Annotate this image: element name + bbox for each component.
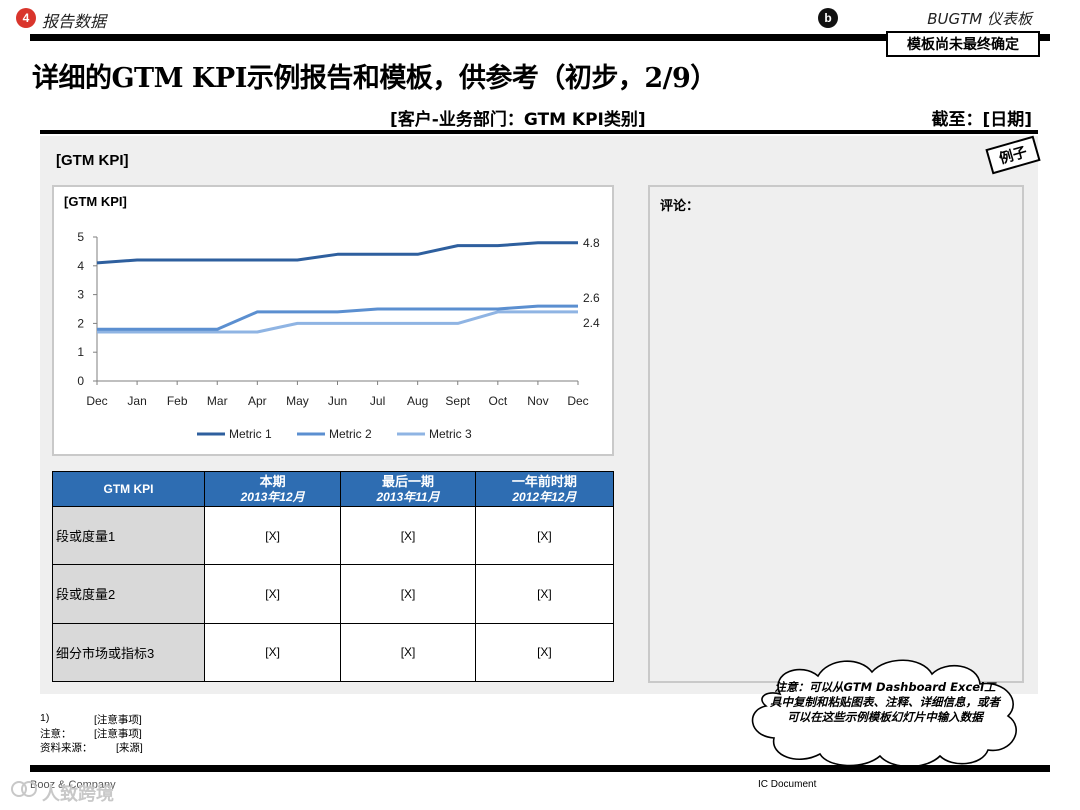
table-row: 段或度量1 [X] [X] [X] <box>52 505 615 566</box>
x-tick-label: May <box>286 394 309 408</box>
table-cell: [X] <box>474 622 615 683</box>
table-header-last: 最后一期 2013年11月 <box>340 471 476 507</box>
footnote-value: [注意事项] <box>94 714 142 726</box>
table-row: 段或度量2 [X] [X] [X] <box>52 564 615 624</box>
subheader: [客户-业务部门：GTM KPI类别] <box>390 110 646 130</box>
row-label: 段或度量2 <box>52 564 205 624</box>
footer-company: Booz & Company <box>30 779 116 791</box>
footer-document-label: IC Document <box>758 779 817 790</box>
x-tick-label: Apr <box>248 394 267 408</box>
table-cell: [X] <box>203 564 342 624</box>
table-header-year-ago: 一年前时期 2012年12月 <box>474 471 615 507</box>
header-label: GTM KPI <box>103 481 154 496</box>
table-cell: [X] <box>340 622 476 683</box>
row-label: 段或度量1 <box>52 505 205 566</box>
comments-label: 评论： <box>660 199 700 214</box>
watermark-logo-icon <box>11 781 37 797</box>
watermark-text: 人致跨境 <box>42 784 114 805</box>
y-tick-label: 1 <box>77 345 84 359</box>
y-tick-label: 3 <box>77 288 84 302</box>
footnote-3: 资料来源： [来源] <box>40 740 143 755</box>
chart-title: [GTM KPI] <box>64 194 127 209</box>
header-period: 2013年12月 <box>240 489 305 504</box>
draft-stamp: 模板尚未最终确定 <box>886 31 1040 57</box>
y-tick-label: 2 <box>77 316 84 330</box>
kpi-table: GTM KPI 本期 2013年12月 最后一期 2013年11月 一年前时期 201… <box>52 471 615 683</box>
x-tick-label: Oct <box>488 394 507 408</box>
x-tick-label: Jan <box>127 394 146 408</box>
header-label: 一年前时期 <box>511 474 577 489</box>
x-tick-label: Dec <box>567 394 588 408</box>
bottom-rule <box>30 765 1050 772</box>
table-cell: [X] <box>203 622 342 683</box>
cloud-note-text: 注意：可以从GTM Dashboard Excel工具中复制和粘贴图表、注释、详… <box>770 680 1000 724</box>
page-title: 详细的GTM KPI示例报告和模板，供参考（初步，2/9） <box>32 63 717 94</box>
x-tick-label: Jun <box>328 394 347 408</box>
top-rule <box>30 34 1050 41</box>
table-header-current: 本期 2013年12月 <box>203 471 342 507</box>
y-tick-label: 0 <box>77 374 84 388</box>
series-end-label: 4.8 <box>583 236 600 250</box>
legend-label: Metric 3 <box>429 427 472 441</box>
footnote-key: 资料来源： <box>40 742 93 754</box>
series-end-label: 2.6 <box>583 291 600 305</box>
x-tick-label: Mar <box>207 394 228 408</box>
table-header-row: GTM KPI 本期 2013年12月 最后一期 2013年11月 一年前时期 201… <box>52 471 615 507</box>
cloud-callout-shape <box>751 659 1017 768</box>
header-label: 本期 <box>259 474 286 489</box>
x-tick-label: Sept <box>445 394 470 408</box>
footnote-value: [注意事项] <box>94 728 142 740</box>
x-tick-label: Feb <box>167 394 188 408</box>
series-line <box>97 304 578 331</box>
panel-title: [GTM KPI] <box>56 152 129 169</box>
legend-label: Metric 2 <box>329 427 372 441</box>
x-tick-label: Jul <box>370 394 385 408</box>
footnote-value: [来源] <box>116 742 143 754</box>
table-cell: [X] <box>474 505 615 566</box>
table-cell: [X] <box>203 505 342 566</box>
subheader-rule <box>40 130 1038 134</box>
header-label: 最后一期 <box>382 474 435 489</box>
footnote-1: 1) [注意事项] <box>40 712 142 726</box>
x-tick-label: Dec <box>86 394 107 408</box>
footnote-key: 注意： <box>40 728 72 740</box>
y-tick-label: 5 <box>77 230 84 244</box>
x-tick-label: Nov <box>527 394 548 408</box>
table-header-kpi: GTM KPI <box>52 471 205 507</box>
table-cell: [X] <box>474 564 615 624</box>
row-label: 细分市场或指标3 <box>52 622 205 683</box>
footnote-key: 1) <box>40 712 50 724</box>
section-number-badge: 4 <box>16 8 36 28</box>
series-line <box>96 241 578 265</box>
series-end-label: 2.4 <box>583 316 600 330</box>
series-line <box>97 310 578 334</box>
chart-box: [GTM KPI] 0 1 2 3 4 5 Dec Jan Feb Mar Apr May Jun Jul A… <box>52 185 614 456</box>
header-period: 2013年11月 <box>376 489 440 504</box>
table-row: 细分市场或指标3 [X] [X] [X] <box>52 622 615 683</box>
as-of-date: 截至：[日期] <box>931 110 1032 130</box>
brand-title: BUGTM 仪表板 <box>927 10 1032 28</box>
line-chart: [GTM KPI] 0 1 2 3 4 5 Dec Jan Feb Mar Apr May Jun Jul A… <box>64 194 600 441</box>
legend-label: Metric 1 <box>229 427 272 441</box>
footnote-2: 注意： [注意事项] <box>40 726 142 741</box>
x-tick-label: Aug <box>407 394 428 408</box>
comments-box: 评论： <box>648 185 1024 683</box>
table-cell: [X] <box>340 505 476 566</box>
section-label: 报告数据 <box>42 12 107 31</box>
header-period: 2012年12月 <box>512 489 577 504</box>
table-cell: [X] <box>340 564 476 624</box>
corner-badge: b <box>818 8 838 28</box>
y-tick-label: 4 <box>77 259 84 273</box>
